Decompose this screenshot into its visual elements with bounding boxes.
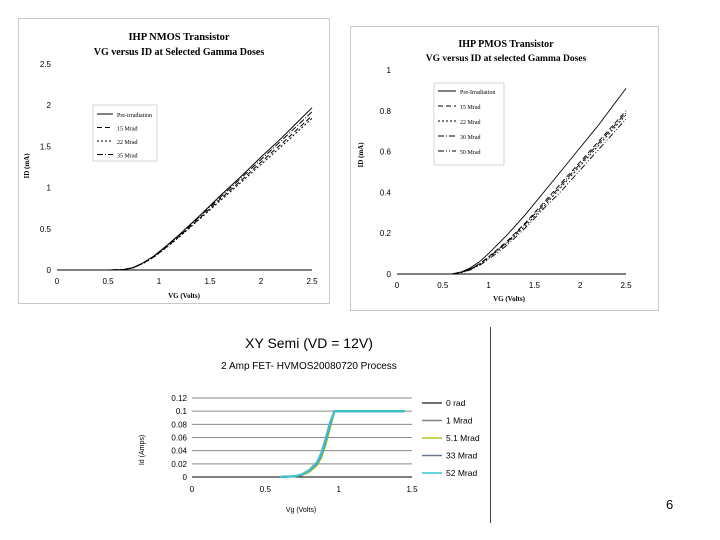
series-line-33-mrad bbox=[279, 410, 405, 478]
x-tick-label: 2 bbox=[578, 281, 583, 290]
y-tick-label: 0.12 bbox=[171, 394, 187, 403]
chart-subtitle: 2 Amp FET- HVMOS20080720 Process bbox=[221, 361, 397, 372]
pmos-chart: IHP PMOS Transistor VG versus ID at selec… bbox=[357, 39, 632, 303]
xy-semi-chart: XY Semi (VD = 12V) 2 Amp FET- HVMOS200807… bbox=[139, 335, 480, 514]
x-tick-label: 1.5 bbox=[204, 277, 216, 286]
legend-label: 22 Mrad bbox=[460, 120, 481, 126]
chart-subtitle: VG versus ID at Selected Gamma Doses bbox=[94, 47, 265, 58]
legend-label: 5.1 Mrad bbox=[446, 433, 480, 443]
y-axis-label: ID (mA) bbox=[357, 142, 365, 168]
chart-subtitle: VG versus ID at selected Gamma Doses bbox=[426, 54, 587, 64]
series-line-50-mrad bbox=[397, 118, 627, 275]
y-tick-label: 0.8 bbox=[380, 107, 392, 116]
vertical-divider bbox=[490, 327, 491, 523]
y-tick-label: 0 bbox=[183, 473, 188, 482]
y-tick-label: 0 bbox=[387, 270, 392, 279]
x-tick-label: 1.5 bbox=[529, 281, 541, 290]
x-tick-label: 1 bbox=[157, 277, 162, 286]
series-line-22-mrad bbox=[397, 114, 627, 275]
y-tick-label: 0.08 bbox=[171, 420, 187, 429]
y-tick-label: 2.5 bbox=[40, 60, 52, 69]
y-axis-label: ID (mA) bbox=[23, 153, 31, 179]
legend-label: 15 Mrad bbox=[460, 105, 481, 111]
x-axis-label: VG (Volts) bbox=[168, 292, 200, 300]
legend-label: 35 Mrad bbox=[117, 154, 138, 160]
y-tick-label: 1.5 bbox=[40, 142, 52, 151]
legend-label: 0 rad bbox=[446, 398, 466, 408]
chart-title: XY Semi (VD = 12V) bbox=[245, 335, 373, 351]
legend-label: 1 Mrad bbox=[446, 416, 473, 426]
x-tick-label: 0.5 bbox=[437, 281, 449, 290]
legend-label: 30 Mrad bbox=[460, 135, 481, 141]
y-tick-label: 0.04 bbox=[171, 447, 187, 456]
y-axis-label: Id (Amps) bbox=[139, 435, 146, 465]
y-tick-label: 0.1 bbox=[176, 407, 188, 416]
x-tick-label: 0.5 bbox=[260, 485, 272, 494]
legend-label: 52 Mrad bbox=[446, 468, 477, 478]
x-tick-label: 0 bbox=[395, 281, 400, 290]
x-tick-label: 0.5 bbox=[102, 277, 114, 286]
legend-label: 50 Mrad bbox=[460, 150, 481, 156]
x-tick-label: 0 bbox=[190, 485, 195, 494]
chart-title: IHP PMOS Transistor bbox=[458, 39, 554, 50]
legend-box bbox=[433, 82, 505, 166]
x-tick-label: 1 bbox=[486, 281, 491, 290]
series-line-pre-irradiation bbox=[397, 88, 627, 275]
x-tick-label: 2.5 bbox=[306, 277, 318, 286]
y-tick-label: 1 bbox=[47, 184, 52, 193]
legend-label: 33 Mrad bbox=[446, 451, 477, 461]
x-axis-label: Vg (Volts) bbox=[286, 507, 316, 514]
series-line-52-mrad bbox=[279, 410, 405, 478]
series-line-0-rad bbox=[279, 410, 405, 478]
series-line-35-mrad bbox=[57, 111, 313, 271]
y-tick-label: 2 bbox=[47, 101, 52, 110]
y-tick-label: 0.06 bbox=[171, 434, 187, 443]
x-tick-label: 2 bbox=[259, 277, 264, 286]
x-tick-label: 1.5 bbox=[406, 485, 418, 494]
y-tick-label: 0.02 bbox=[171, 460, 187, 469]
nmos-chart: IHP NMOS Transistor VG versus ID at Selec… bbox=[23, 32, 318, 300]
x-axis-label: VG (Volts) bbox=[493, 295, 525, 303]
series-line-30-mrad bbox=[397, 112, 627, 275]
page-number: 6 bbox=[666, 497, 674, 512]
pmos-chart-panel: IHP PMOS Transistor VG versus ID at selec… bbox=[350, 26, 659, 311]
series-line-15-mrad bbox=[397, 110, 627, 275]
x-tick-label: 2.5 bbox=[620, 281, 632, 290]
series-line-5-1-mrad bbox=[279, 410, 405, 478]
x-tick-label: 1 bbox=[336, 485, 341, 494]
y-tick-label: 0.2 bbox=[380, 229, 392, 238]
legend-label: Pre-irradiation bbox=[117, 113, 152, 119]
nmos-chart-panel: IHP NMOS Transistor VG versus ID at Selec… bbox=[18, 18, 330, 304]
xy-semi-chart-panel: XY Semi (VD = 12V) 2 Amp FET- HVMOS200807… bbox=[130, 330, 490, 525]
y-tick-label: 0 bbox=[47, 266, 52, 275]
y-tick-label: 0.6 bbox=[380, 148, 392, 157]
legend-label: Pre-Irradiation bbox=[460, 90, 495, 96]
y-tick-label: 0.5 bbox=[40, 225, 52, 234]
y-tick-label: 1 bbox=[387, 66, 392, 75]
x-tick-label: 0 bbox=[55, 277, 60, 286]
legend-label: 15 Mrad bbox=[117, 127, 138, 133]
legend-label: 22 Mrad bbox=[117, 140, 138, 146]
series-line-1-mrad bbox=[279, 410, 405, 478]
chart-title: IHP NMOS Transistor bbox=[128, 32, 229, 43]
y-tick-label: 0.4 bbox=[380, 188, 392, 197]
